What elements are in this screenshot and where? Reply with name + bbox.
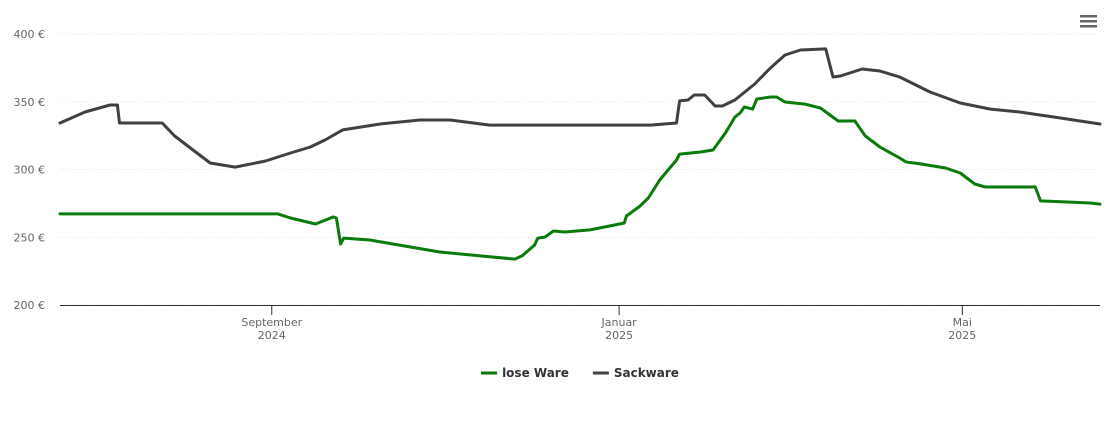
menu-bar [1080,15,1097,18]
y-tick-label: 350 € [14,96,46,109]
legend-item[interactable]: Sackware [592,366,679,380]
x-tick-label-line: Mai [953,316,972,329]
menu-bar [1080,20,1097,23]
series-line [58,47,1102,169]
legend-text: lose Ware [502,366,569,380]
y-tick-label: 400 € [14,28,46,41]
x-tick-label: September 2024 [241,316,302,342]
legend-item[interactable]: lose Ware [481,366,569,380]
menu-button[interactable] [1080,15,1097,28]
legend-text: Sackware [614,366,679,380]
x-tick-label-line: Januar [601,316,638,329]
y-tick-label: 300 € [14,164,46,177]
legend: lose Ware Sackware [481,366,679,380]
y-tick-label: 200 € [14,299,46,312]
x-tick-label-line: 2024 [258,329,286,342]
menu-bar [1080,25,1097,28]
x-tick-label: Mai 2025 [948,316,976,342]
x-tick-label-line: September [241,316,302,329]
y-tick-label: 250 € [14,231,46,244]
x-tick-label: Januar 2025 [601,316,638,342]
x-tick-label-line: 2025 [948,329,976,342]
x-tick-label-line: 2025 [605,329,633,342]
series-line [58,95,1102,261]
